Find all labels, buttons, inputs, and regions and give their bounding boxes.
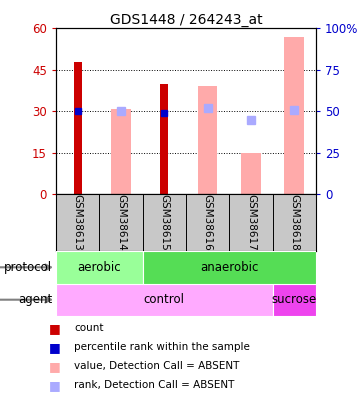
Bar [74,62,82,194]
Text: GSM38616: GSM38616 [203,194,213,251]
Text: GSM38614: GSM38614 [116,194,126,251]
Bar [111,109,131,194]
Text: sucrose: sucrose [271,293,317,306]
Text: ■: ■ [49,322,61,335]
Bar [273,284,316,316]
Text: agent: agent [18,293,52,306]
Bar [198,86,217,194]
Text: anaerobic: anaerobic [200,261,258,274]
Text: GSM38618: GSM38618 [289,194,299,251]
Text: percentile rank within the sample: percentile rank within the sample [74,342,250,352]
Text: rank, Detection Call = ABSENT: rank, Detection Call = ABSENT [74,380,234,390]
Text: value, Detection Call = ABSENT: value, Detection Call = ABSENT [74,361,239,371]
Text: GSM38613: GSM38613 [73,194,83,251]
Text: protocol: protocol [4,261,52,274]
Bar [241,153,261,194]
Bar [56,251,143,284]
Title: GDS1448 / 264243_at: GDS1448 / 264243_at [110,13,262,27]
Text: control: control [144,293,185,306]
Text: ■: ■ [49,360,61,373]
Text: GSM38615: GSM38615 [159,194,169,251]
Text: count: count [74,323,104,333]
Bar [284,36,304,194]
Text: aerobic: aerobic [78,261,121,274]
Text: ■: ■ [49,341,61,354]
Bar [160,84,168,194]
Text: GSM38617: GSM38617 [246,194,256,251]
Text: ■: ■ [49,379,61,392]
Bar [56,284,273,316]
Bar [143,251,316,284]
